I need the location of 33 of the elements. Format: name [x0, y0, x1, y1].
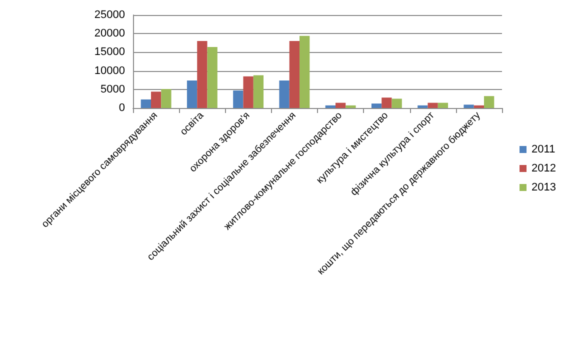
y-tick-label: 0 — [118, 102, 125, 114]
y-tick-label: 10000 — [94, 64, 125, 77]
bar — [207, 46, 218, 108]
legend-label: 2013 — [532, 182, 556, 194]
y-tick-label: 15000 — [94, 46, 125, 58]
bar — [335, 102, 346, 108]
y-tick-label: 5000 — [100, 83, 125, 96]
bar — [140, 99, 151, 108]
bar — [325, 105, 336, 108]
legend-label: 2012 — [532, 162, 556, 174]
bar — [371, 104, 382, 108]
bar — [161, 89, 172, 108]
bar — [484, 96, 494, 108]
bar — [346, 105, 356, 108]
bar — [233, 90, 244, 108]
bar — [289, 41, 300, 108]
bar — [464, 104, 474, 108]
bar — [150, 92, 162, 108]
bar — [253, 75, 264, 108]
bar — [186, 80, 198, 108]
bar — [243, 76, 254, 108]
bar — [279, 80, 290, 108]
bar — [300, 36, 310, 108]
bar — [392, 98, 402, 108]
y-tick-label: 25000 — [94, 9, 125, 21]
bar — [197, 41, 208, 108]
bar — [438, 102, 448, 108]
bar — [474, 105, 484, 108]
bar — [418, 105, 428, 108]
legend-label: 2011 — [532, 144, 556, 156]
bar — [428, 102, 438, 108]
bar — [382, 98, 392, 108]
y-tick-label: 20000 — [94, 28, 125, 40]
